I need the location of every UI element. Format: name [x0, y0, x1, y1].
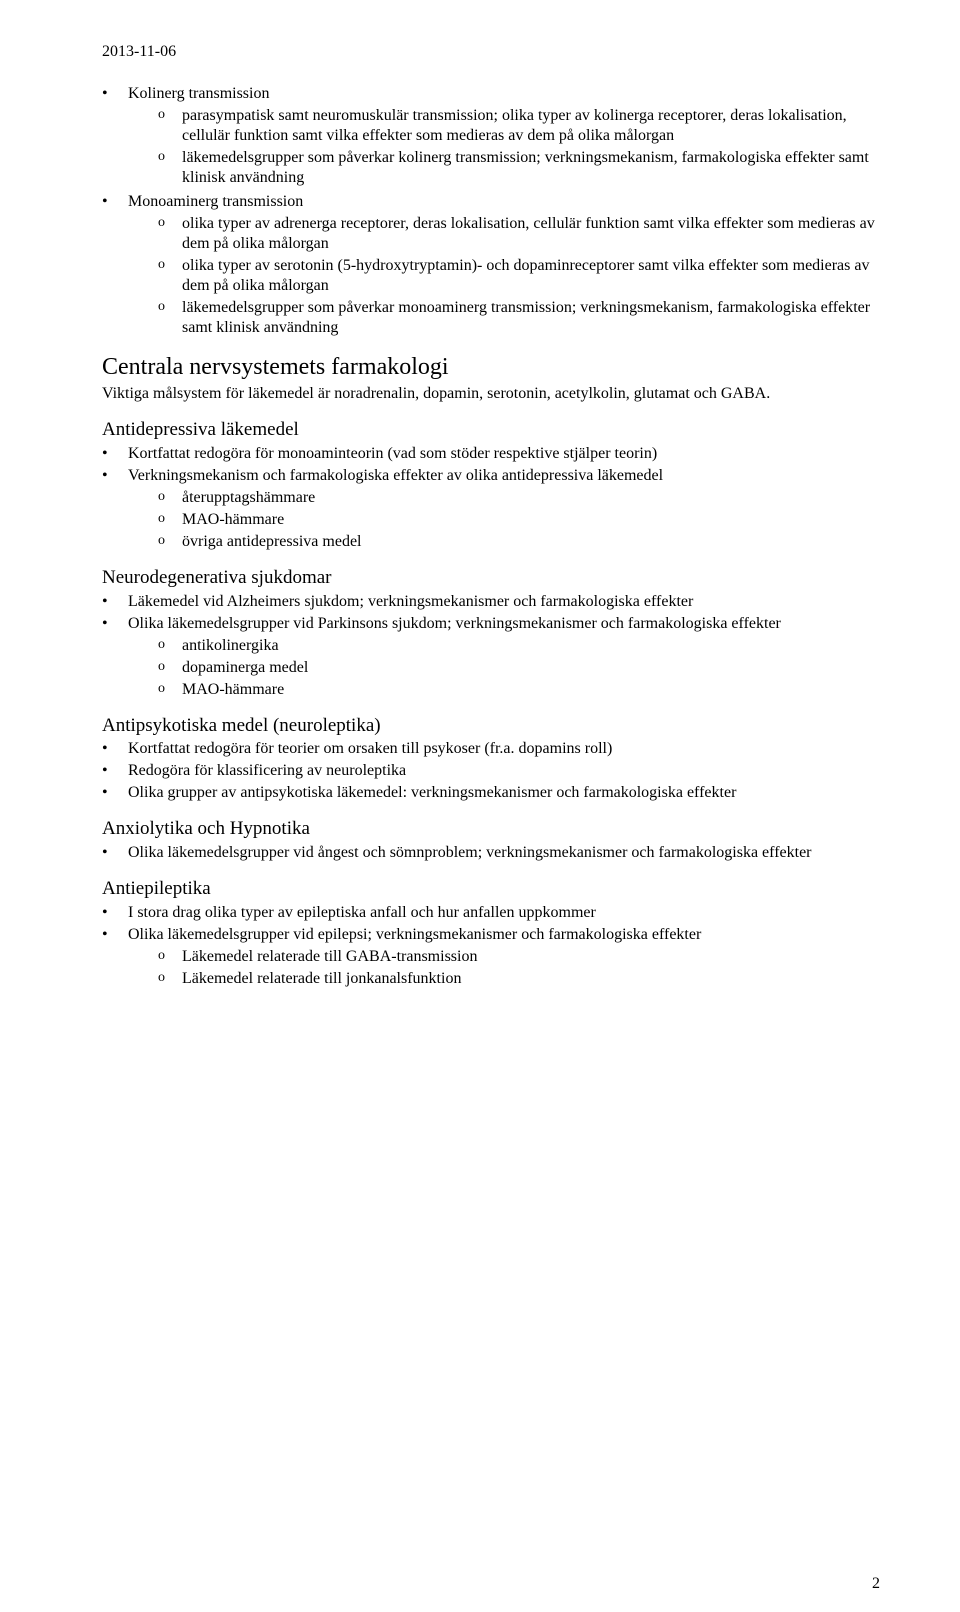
document-page: 2013-11-06 Kolinerg transmission parasym…	[0, 0, 960, 1612]
sub-list: Läkemedel relaterade till GABA-transmiss…	[128, 947, 880, 989]
heading-antidepressants: Antidepressiva läkemedel	[102, 418, 880, 442]
item-title: Kolinerg transmission	[128, 85, 269, 102]
sub-item: återupptagshämmare	[128, 488, 880, 508]
sub-item: övriga antidepressiva medel	[128, 532, 880, 552]
list-item: Läkemedel vid Alzheimers sjukdom; verkni…	[102, 592, 880, 612]
list-item: Redogöra för klassificering av neurolept…	[102, 761, 880, 781]
heading-neurodegenerative: Neurodegenerativa sjukdomar	[102, 566, 880, 590]
sub-item: antikolinergika	[128, 636, 880, 656]
item-text: Olika läkemedelsgrupper vid Parkinsons s…	[128, 615, 781, 632]
sub-item: läkemedelsgrupper som påverkar monoamine…	[128, 298, 880, 338]
item-title: Monoaminerg transmission	[128, 193, 303, 210]
sub-item: Läkemedel relaterade till jonkanalsfunkt…	[128, 969, 880, 989]
sub-list: återupptagshämmare MAO-hämmare övriga an…	[128, 488, 880, 552]
heading-anxiolytics: Anxiolytika och Hypnotika	[102, 817, 880, 841]
list-item: Olika läkemedelsgrupper vid epilepsi; ve…	[102, 925, 880, 989]
list-item: Olika läkemedelsgrupper vid Parkinsons s…	[102, 614, 880, 700]
item-text: Olika läkemedelsgrupper vid epilepsi; ve…	[128, 926, 701, 943]
sub-item: dopaminerga medel	[128, 658, 880, 678]
lead-paragraph: Viktiga målsystem för läkemedel är norad…	[102, 384, 880, 404]
sub-item: olika typer av serotonin (5-hydroxytrypt…	[128, 256, 880, 296]
heading-antiepileptics: Antiepileptika	[102, 877, 880, 901]
page-number: 2	[872, 1574, 880, 1594]
document-date: 2013-11-06	[102, 42, 880, 62]
intro-list: Kolinerg transmission parasympatisk samt…	[102, 84, 880, 338]
list-item: Olika grupper av antipsykotiska läkemede…	[102, 783, 880, 803]
list-item: Kortfattat redogöra för teorier om orsak…	[102, 739, 880, 759]
list-item: I stora drag olika typer av epileptiska …	[102, 903, 880, 923]
section-list: Kortfattat redogöra för monoaminteorin (…	[102, 444, 880, 552]
section-list: Kortfattat redogöra för teorier om orsak…	[102, 739, 880, 803]
list-item: Kolinerg transmission parasympatisk samt…	[102, 84, 880, 188]
sub-item: MAO-hämmare	[128, 510, 880, 530]
list-item: Kortfattat redogöra för monoaminteorin (…	[102, 444, 880, 464]
sub-list: olika typer av adrenerga receptorer, der…	[128, 214, 880, 338]
section-list: I stora drag olika typer av epileptiska …	[102, 903, 880, 989]
list-item: Monoaminerg transmission olika typer av …	[102, 192, 880, 338]
section-list: Läkemedel vid Alzheimers sjukdom; verkni…	[102, 592, 880, 700]
list-item: Verkningsmekanism och farmakologiska eff…	[102, 466, 880, 552]
sub-item: Läkemedel relaterade till GABA-transmiss…	[128, 947, 880, 967]
heading-cns: Centrala nervsystemets farmakologi	[102, 352, 880, 382]
sub-item: MAO-hämmare	[128, 680, 880, 700]
item-text: Verkningsmekanism och farmakologiska eff…	[128, 467, 663, 484]
sub-item: läkemedelsgrupper som påverkar kolinerg …	[128, 148, 880, 188]
heading-antipsychotics: Antipsykotiska medel (neuroleptika)	[102, 714, 880, 738]
sub-list: parasympatisk samt neuromuskulär transmi…	[128, 106, 880, 188]
sub-item: olika typer av adrenerga receptorer, der…	[128, 214, 880, 254]
sub-item: parasympatisk samt neuromuskulär transmi…	[128, 106, 880, 146]
section-list: Olika läkemedelsgrupper vid ångest och s…	[102, 843, 880, 863]
list-item: Olika läkemedelsgrupper vid ångest och s…	[102, 843, 880, 863]
sub-list: antikolinergika dopaminerga medel MAO-hä…	[128, 636, 880, 700]
